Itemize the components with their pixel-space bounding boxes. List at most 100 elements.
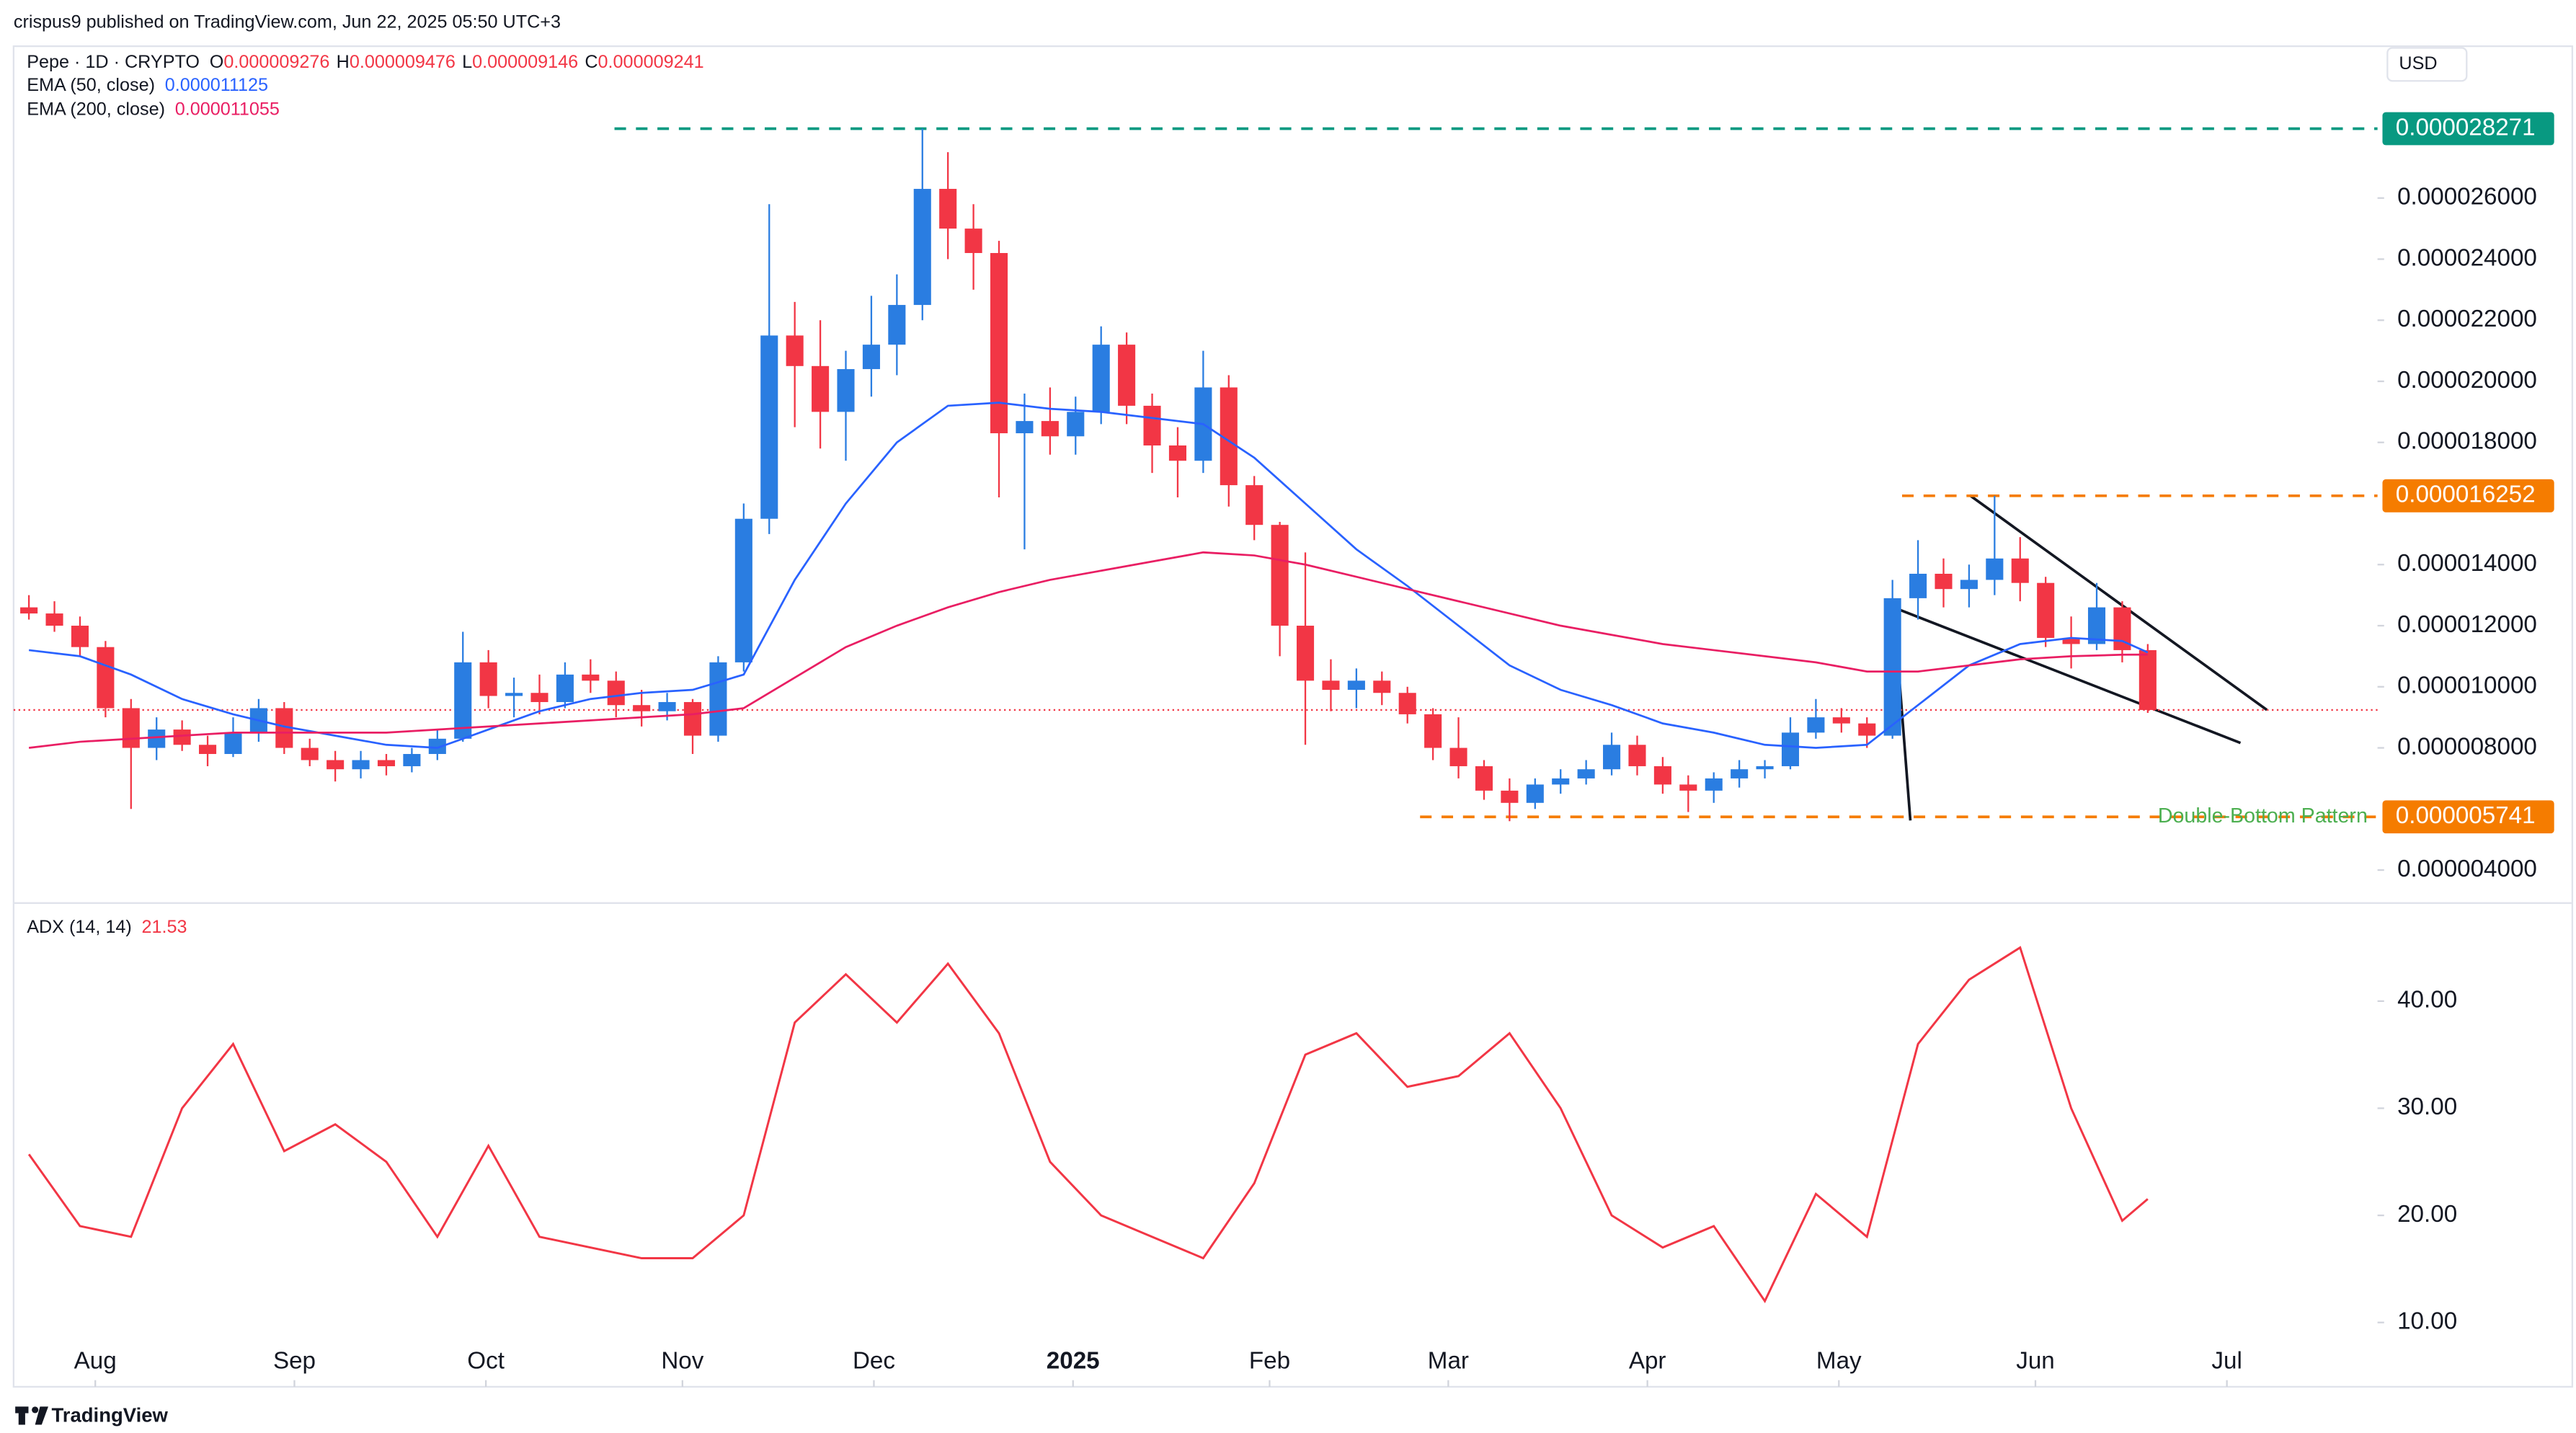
candle-body [1705, 778, 1723, 791]
candle-body [862, 345, 880, 370]
indicator-line [28, 551, 2148, 749]
y-tick-label: 0.000010000 [2397, 673, 2537, 699]
candle-body [1322, 680, 1340, 691]
candle-body [1756, 766, 1774, 770]
y-tick-label: 0.000018000 [2397, 428, 2537, 455]
candle-body [403, 754, 421, 766]
candle-body [224, 732, 242, 755]
y-tick-label: 0.000022000 [2397, 306, 2537, 332]
y-tick-label: 0.000014000 [2397, 550, 2537, 577]
candle-body [734, 518, 752, 662]
indicator-legend: EMA (200, close) 0.000011055 [27, 99, 280, 119]
publisher: crispus9 published on TradingView.com, J… [14, 12, 561, 32]
candle-body [1016, 421, 1034, 434]
y-tick-label: 0.000020000 [2397, 367, 2537, 394]
candle-body [1373, 680, 1391, 693]
ohlc-value: 0.000009476 [350, 52, 456, 72]
candle-body [1092, 345, 1110, 412]
candle-body [1271, 525, 1289, 626]
candle-body [2011, 558, 2029, 583]
candle-body [122, 708, 140, 748]
candle-body [1067, 412, 1085, 437]
y-tick-label: 40.00 [2397, 987, 2457, 1013]
logo-part [32, 1406, 39, 1414]
adx-legend: ADX (14, 14) 21.53 [27, 917, 187, 937]
trendline [1893, 606, 2242, 745]
x-tick-label: Jul [2211, 1347, 2242, 1374]
currency: USD [2399, 53, 2437, 74]
y-tick-label: 0.000004000 [2397, 856, 2537, 882]
y-tick-label: 0.000026000 [2397, 184, 2537, 210]
candle-body [199, 745, 217, 755]
x-tick-label: Feb [1249, 1347, 1290, 1374]
level-label-box [2382, 800, 2554, 834]
y-tick-label: 10.00 [2397, 1308, 2457, 1334]
candle-body [1603, 745, 1621, 770]
x-tick-label: Sep [273, 1347, 316, 1374]
candle-body [505, 693, 523, 696]
candle-body [1909, 573, 1927, 598]
ohlc-value: 0.000009146 [472, 52, 578, 72]
candle-body [786, 335, 804, 366]
candle-body [913, 189, 931, 306]
candle-body [454, 662, 472, 739]
candle-body [582, 674, 600, 681]
logo-part [15, 1406, 29, 1414]
x-tick-label: May [1816, 1347, 1862, 1374]
level-label-box [2382, 112, 2554, 146]
candle-body [1526, 784, 1544, 803]
candle-body [45, 613, 63, 626]
logo-part [35, 1406, 48, 1425]
brand: TradingView [15, 1403, 168, 1426]
candle-body [633, 705, 651, 711]
candle-body [939, 189, 957, 229]
logo-part [18, 1413, 25, 1425]
level-label: 0.000028271 [2396, 114, 2536, 141]
trendline [1968, 494, 2268, 711]
candle-body [1679, 784, 1697, 791]
candle-body [1296, 626, 1315, 681]
candle-body [1577, 769, 1595, 778]
y-tick-label: 0.000008000 [2397, 733, 2537, 760]
x-tick-label: Apr [1629, 1347, 1666, 1374]
ohlc-label: O [210, 52, 224, 72]
ohlc-value: 0.000009241 [598, 52, 704, 72]
candle-body [1398, 693, 1416, 714]
candle-body [658, 701, 676, 711]
indicator-readout: 0.000011125 [165, 75, 268, 95]
y-tick-label: 30.00 [2397, 1093, 2457, 1120]
x-tick-label: Oct [467, 1347, 505, 1374]
ohlc-label: L [462, 52, 472, 72]
candle-body [97, 647, 115, 709]
level-label: 0.000016252 [2396, 482, 2536, 508]
candle-body [812, 365, 830, 412]
x-tick-label: Mar [1428, 1347, 1469, 1374]
indicator-name: EMA (200, close) [27, 99, 165, 119]
x-tick-label: 2025 [1047, 1347, 1100, 1374]
candle-body [607, 680, 625, 706]
candle-body [327, 760, 345, 770]
level-label: 0.000005741 [2396, 802, 2536, 829]
candle-body [1118, 345, 1136, 406]
symbol-title: Pepe · 1D · CRYPTO [27, 52, 200, 72]
candle-body [1449, 747, 1467, 766]
candle-body [71, 626, 89, 647]
candle-body [990, 253, 1008, 434]
candle-body [964, 229, 982, 254]
ohlc-value: 0.000009276 [223, 52, 329, 72]
candle-body [2138, 649, 2157, 710]
candle-body [352, 760, 370, 770]
candle-body [1935, 573, 1953, 590]
candle-body [1501, 790, 1519, 803]
x-tick-label: Jun [2016, 1347, 2055, 1374]
x-tick-label: Nov [661, 1347, 703, 1374]
currency-box [2386, 47, 2468, 82]
indicator-legend: EMA (50, close) 0.000011125 [27, 75, 268, 95]
candle-body [1653, 766, 1671, 785]
y-tick-label: 0.000012000 [2397, 611, 2537, 638]
indicator-name: EMA (50, close) [27, 75, 155, 95]
candle-body [1986, 558, 2004, 580]
adx-line [27, 946, 2149, 1303]
candle-body [173, 729, 191, 745]
